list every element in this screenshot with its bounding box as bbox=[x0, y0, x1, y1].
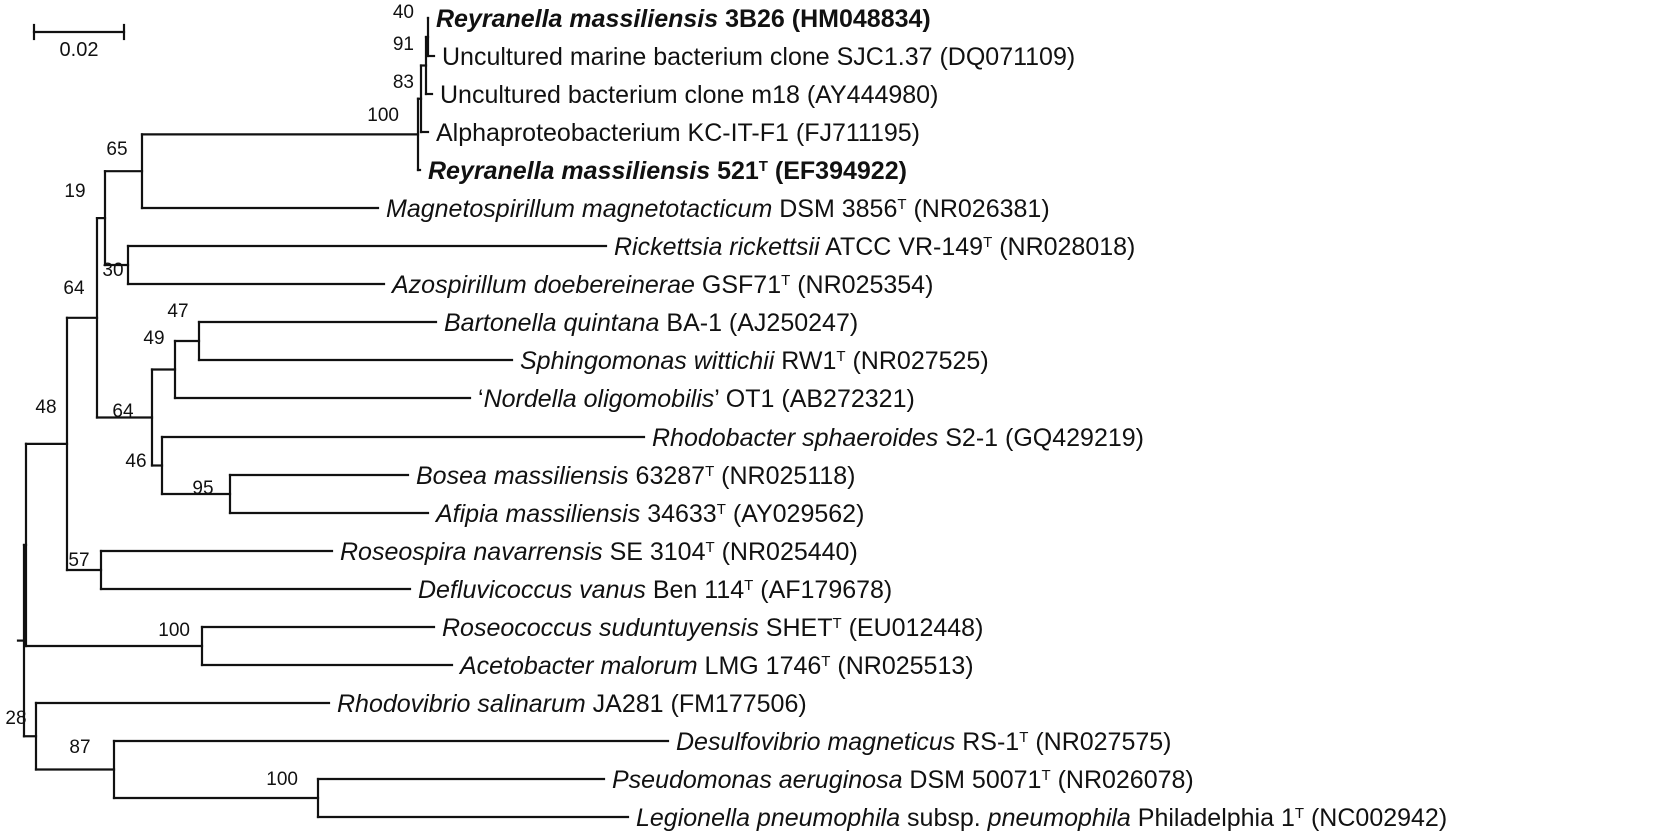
taxon-label-bartonella: Bartonella quintana BA-1 (AJ250247) bbox=[444, 309, 858, 337]
taxon-label-reyranella-3b26: Reyranella massiliensis 3B26 (HM048834) bbox=[436, 5, 931, 33]
taxon-label-rhodovibrio: Rhodovibrio salinarum JA281 (FM177506) bbox=[337, 690, 807, 718]
bootstrap-value: 48 bbox=[35, 397, 56, 418]
tree-branches bbox=[16, 16, 670, 819]
taxon-label-acetobacter: Acetobacter malorum LMG 1746T (NR025513) bbox=[458, 652, 974, 680]
bootstrap-value: 83 bbox=[393, 72, 414, 93]
bootstrap-value: 100 bbox=[266, 769, 298, 790]
bootstrap-value: 40 bbox=[393, 2, 414, 23]
scale-bar-label: 0.02 bbox=[60, 39, 99, 61]
bootstrap-value: 87 bbox=[69, 737, 90, 758]
bootstrap-value: 30 bbox=[102, 260, 123, 281]
taxon-label-kc-it-f1: Alphaproteobacterium KC-IT-F1 (FJ711195) bbox=[436, 119, 920, 147]
taxon-label-nordella: ‘Nordella oligomobilis’ OT1 (AB272321) bbox=[478, 385, 915, 413]
bootstrap-value: 64 bbox=[63, 278, 85, 299]
taxon-label-afipia: Afipia massiliensis 34633T (AY029562) bbox=[434, 500, 864, 528]
bootstrap-value: 95 bbox=[192, 478, 213, 499]
bootstrap-value: 46 bbox=[125, 451, 146, 472]
taxon-labels: Reyranella massiliensis 3B26 (HM048834) U… bbox=[337, 5, 1447, 832]
bootstrap-value: 100 bbox=[158, 620, 190, 641]
taxon-label-roseococcus: Roseococcus suduntuyensis SHETT (EU01244… bbox=[442, 614, 983, 642]
taxon-label-sphingomonas: Sphingomonas wittichii RW1T (NR027525) bbox=[520, 347, 989, 375]
scale-bar: 0.02 bbox=[32, 23, 126, 61]
taxon-label-bosea: Bosea massiliensis 63287T (NR025118) bbox=[416, 462, 856, 490]
bootstrap-value: 19 bbox=[64, 181, 85, 202]
taxon-label-desulfovibrio: Desulfovibrio magneticus RS-1T (NR027575… bbox=[676, 728, 1172, 756]
bootstrap-value: 47 bbox=[167, 301, 188, 322]
taxon-label-defluvicoccus: Defluvicoccus vanus Ben 114T (AF179678) bbox=[418, 576, 892, 604]
taxon-label-reyranella-521: Reyranella massiliensis 521T (EF394922) bbox=[428, 157, 907, 185]
bootstrap-value: 91 bbox=[393, 34, 414, 55]
taxon-label-azospirillum: Azospirillum doebereinerae GSF71T (NR025… bbox=[390, 271, 933, 299]
taxon-label-rhodobacter: Rhodobacter sphaeroides S2-1 (GQ429219) bbox=[652, 424, 1144, 452]
bootstrap-value: 57 bbox=[68, 550, 89, 571]
bootstrap-value: 64 bbox=[112, 401, 134, 422]
bootstrap-value: 100 bbox=[367, 105, 399, 126]
taxon-label-rickettsia: Rickettsia rickettsii ATCC VR-149T (NR02… bbox=[614, 233, 1135, 261]
bootstrap-value: 65 bbox=[106, 139, 127, 160]
taxon-label-pseudomonas: Pseudomonas aeruginosa DSM 50071T (NR026… bbox=[612, 766, 1194, 794]
bootstrap-value: 28 bbox=[5, 708, 26, 729]
taxon-label-sjc137: Uncultured marine bacterium clone SJC1.3… bbox=[442, 43, 1075, 71]
taxon-label-legionella: Legionella pneumophila subsp. pneumophil… bbox=[636, 804, 1447, 832]
taxon-label-roseospira: Roseospira navarrensis SE 3104T (NR02544… bbox=[340, 538, 858, 566]
taxon-label-m18: Uncultured bacterium clone m18 (AY444980… bbox=[440, 81, 938, 109]
bootstrap-value: 49 bbox=[143, 328, 164, 349]
taxon-label-magnetospirillum: Magnetospirillum magnetotacticum DSM 385… bbox=[386, 195, 1050, 223]
